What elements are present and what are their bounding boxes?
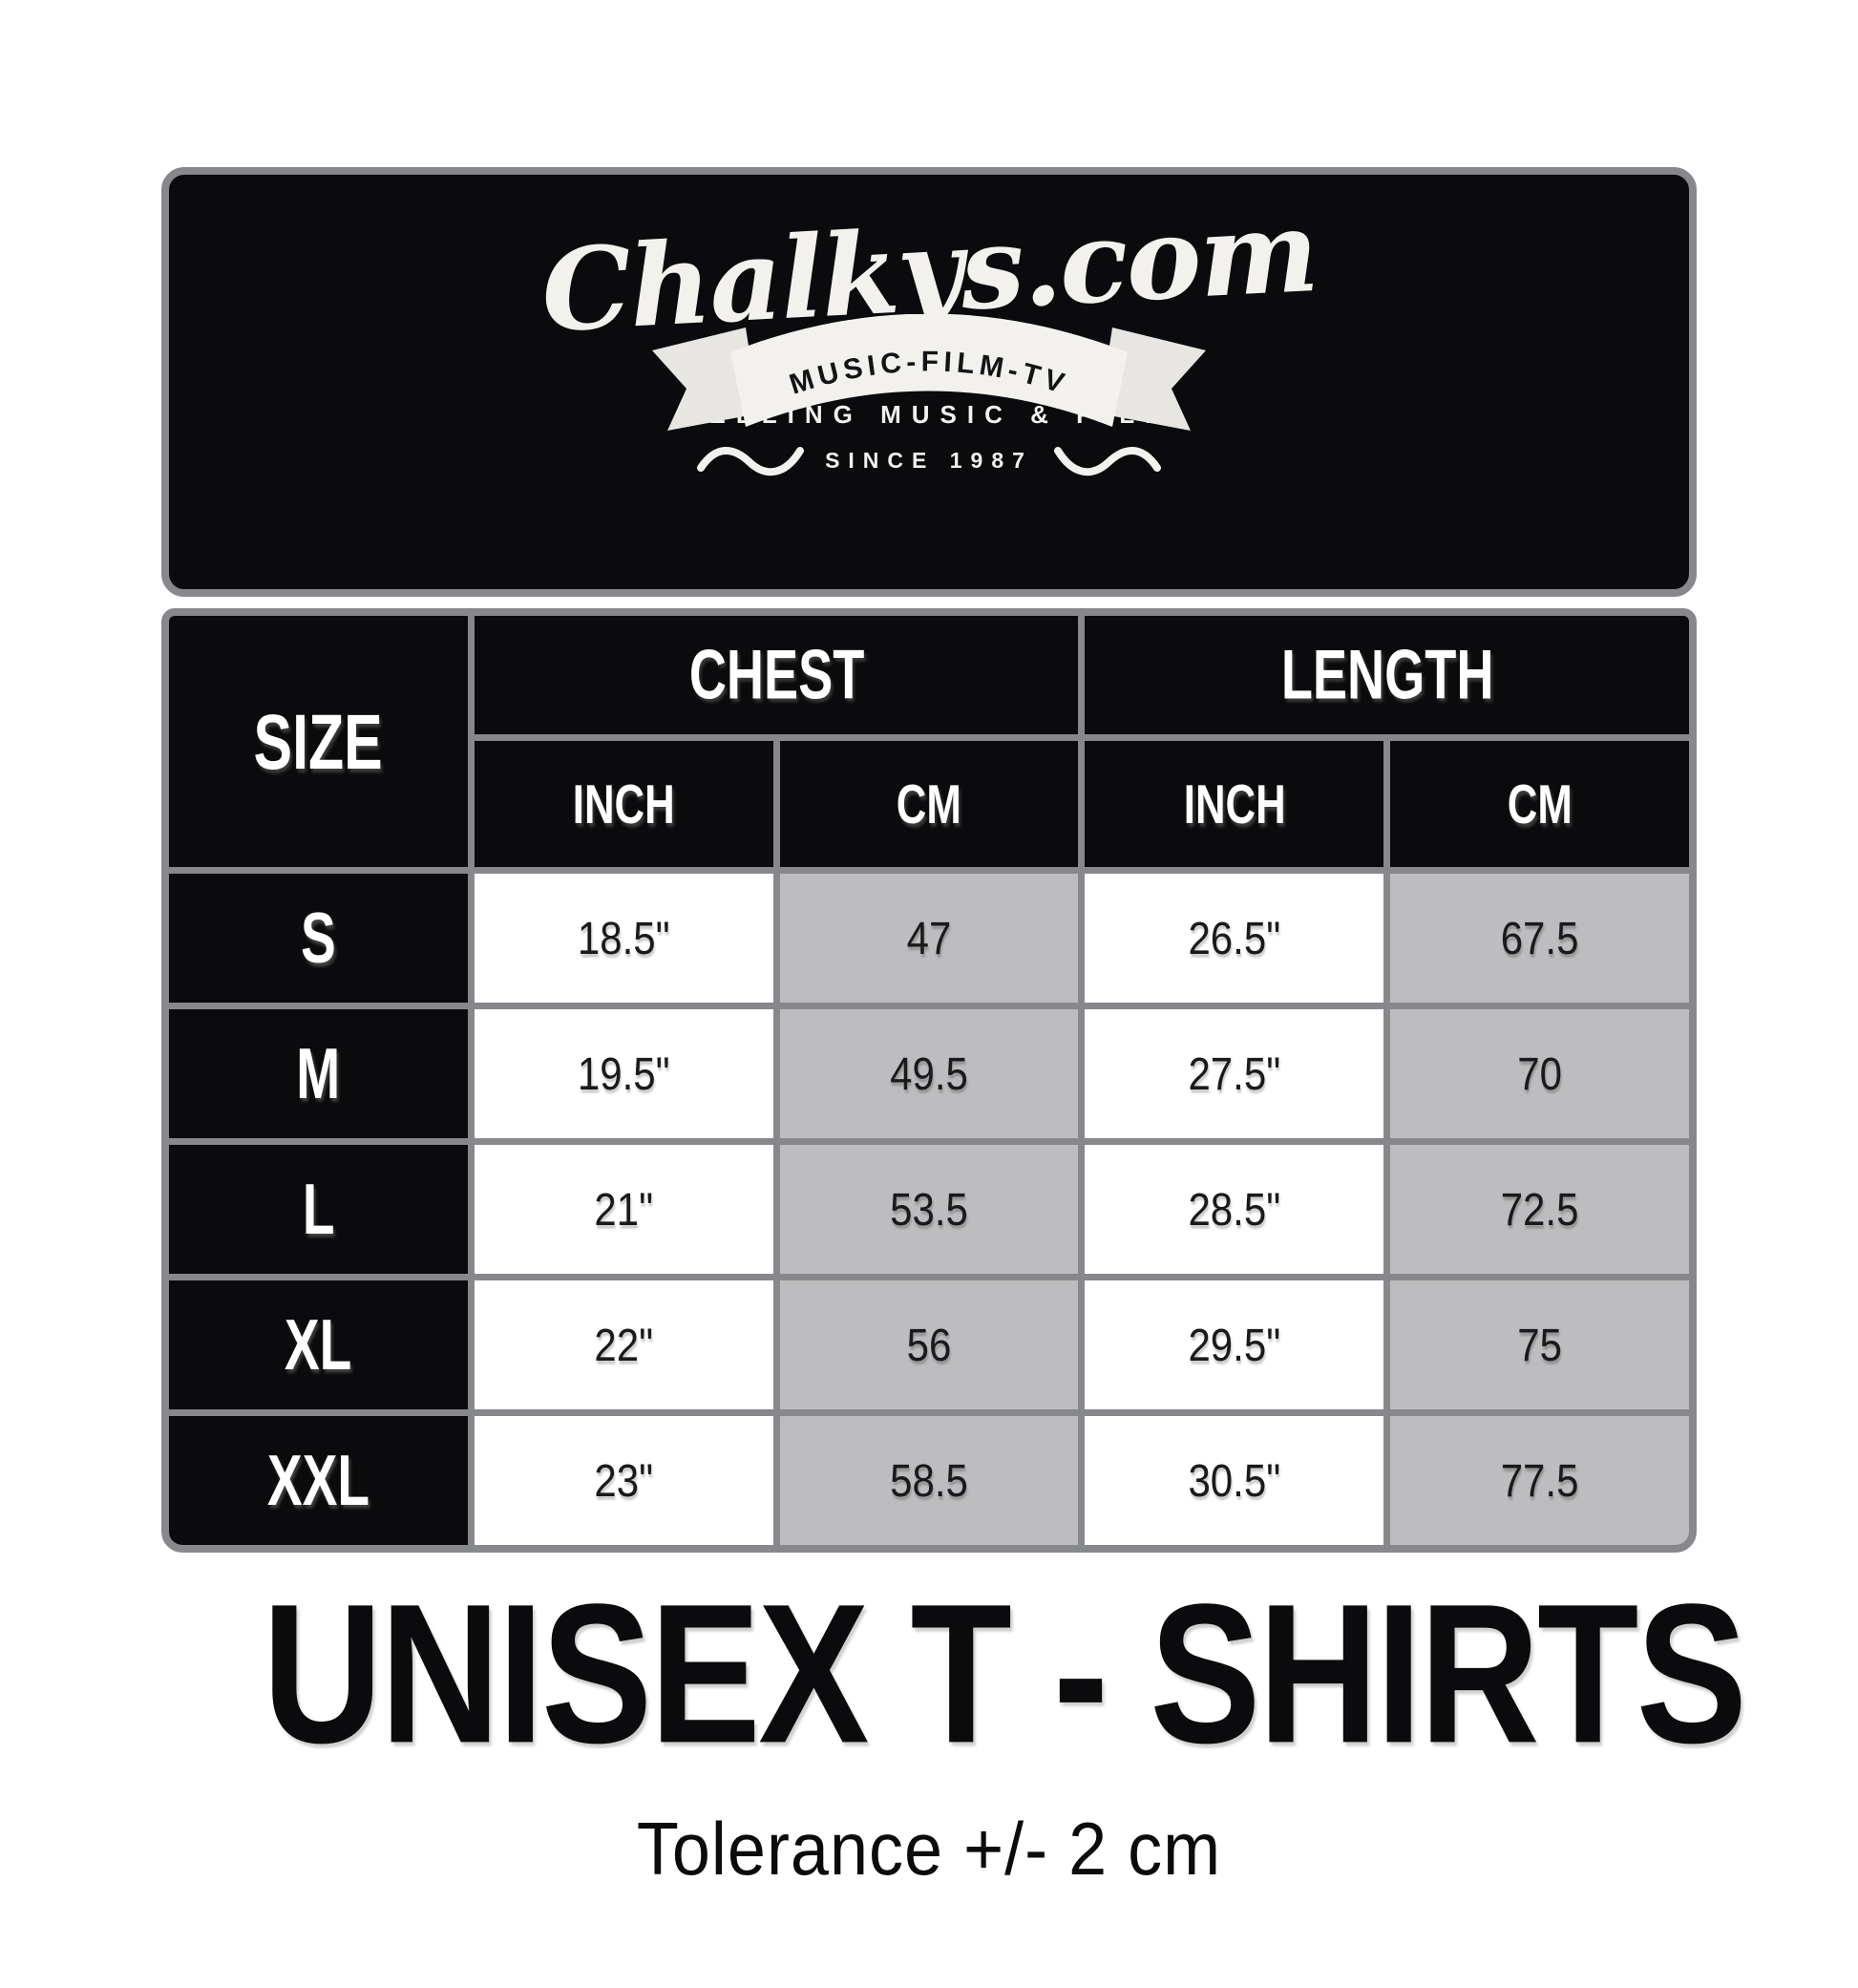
cell-length-inch-xxl: 30.5" (1085, 1416, 1384, 1545)
subheader-length-inch-cell: INCH (1085, 741, 1384, 867)
value-chest-inch-m: 19.5" (577, 1047, 670, 1099)
cell-size-xxl: XXL (169, 1416, 468, 1545)
since-row: SINCE 1987 (697, 441, 1161, 479)
subheader-chest-cm-cell: CM (779, 741, 1079, 867)
cell-chest-cm-xxl: 58.5 (779, 1416, 1079, 1545)
value-length-cm-m: 70 (1517, 1047, 1562, 1099)
since-label: SINCE 1987 (825, 447, 1033, 473)
subheader-chest-cm-label: CM (897, 772, 961, 835)
subheader-chest-inch-label: INCH (572, 772, 675, 835)
cell-chest-cm-l: 53.5 (779, 1145, 1079, 1274)
value-chest-cm-xl: 56 (906, 1318, 952, 1370)
content-column: Chalkys.com MUSIC-FILM-TV (161, 0, 1747, 1891)
cell-chest-cm-m: 49.5 (779, 1009, 1079, 1138)
cell-length-cm-m: 70 (1390, 1009, 1689, 1138)
subheader-chest-inch-cell: INCH (474, 741, 773, 867)
size-label-s: S (301, 898, 336, 979)
header-length-cell: LENGTH (1085, 616, 1689, 734)
cell-chest-inch-xxl: 23" (474, 1416, 773, 1545)
page-title-text: UNISEX T - SHIRTS (262, 1562, 1747, 1785)
value-chest-cm-m: 49.5 (890, 1047, 968, 1099)
value-chest-cm-xxl: 58.5 (890, 1453, 968, 1506)
cell-size-l: L (169, 1145, 468, 1274)
header-chest-cell: CHEST (474, 616, 1079, 734)
swirl-right-icon (1053, 447, 1161, 476)
cell-chest-inch-s: 18.5" (474, 874, 773, 1003)
cell-length-inch-xl: 29.5" (1085, 1280, 1384, 1409)
size-label-l: L (302, 1169, 335, 1250)
value-chest-cm-s: 47 (906, 911, 952, 963)
ribbon-banner: MUSIC-FILM-TV (585, 313, 1273, 433)
value-length-inch-m: 27.5" (1188, 1047, 1281, 1099)
size-chart-table: SIZE CHEST LENGTH INCH CM INCH CM (161, 608, 1697, 1553)
ribbon-graphic: MUSIC-FILM-TV (652, 313, 1206, 431)
value-length-inch-xxl: 30.5" (1188, 1453, 1281, 1506)
size-label-xxl: XXL (266, 1440, 369, 1521)
subheader-length-cm-cell: CM (1390, 741, 1689, 867)
value-length-inch-s: 26.5" (1188, 911, 1281, 963)
value-length-cm-xxl: 77.5 (1500, 1453, 1579, 1506)
header-chest-label: CHEST (688, 636, 864, 714)
size-label-xl: XL (285, 1304, 352, 1385)
ribbon-band (730, 313, 1128, 427)
value-chest-inch-l: 21" (594, 1182, 654, 1235)
cell-chest-inch-m: 19.5" (474, 1009, 773, 1138)
value-chest-inch-xl: 22" (594, 1318, 654, 1370)
brand-header-panel: Chalkys.com MUSIC-FILM-TV (161, 167, 1697, 597)
cell-chest-inch-l: 21" (474, 1145, 773, 1274)
cell-size-m: M (169, 1009, 468, 1138)
cell-length-cm-xl: 75 (1390, 1280, 1689, 1409)
value-length-cm-l: 72.5 (1500, 1182, 1579, 1235)
value-chest-inch-xxl: 23" (594, 1453, 654, 1506)
cell-size-s: S (169, 874, 468, 1003)
header-size-cell: SIZE (169, 616, 468, 867)
cell-length-cm-l: 72.5 (1390, 1145, 1689, 1274)
cell-chest-inch-xl: 22" (474, 1280, 773, 1409)
swirl-left-icon (697, 447, 805, 476)
subheader-length-cm-label: CM (1507, 772, 1573, 835)
header-size-label: SIZE (253, 697, 383, 786)
value-chest-inch-s: 18.5" (577, 911, 670, 963)
value-length-inch-xl: 29.5" (1188, 1318, 1281, 1370)
subheader-length-inch-label: INCH (1183, 772, 1286, 835)
cell-length-inch-l: 28.5" (1085, 1145, 1384, 1274)
cell-size-xl: XL (169, 1280, 468, 1409)
page-title: UNISEX T - SHIRTS (161, 1575, 1747, 1773)
cell-chest-cm-xl: 56 (779, 1280, 1079, 1409)
value-chest-cm-l: 53.5 (890, 1182, 968, 1235)
cell-length-inch-s: 26.5" (1085, 874, 1384, 1003)
value-length-cm-s: 67.5 (1500, 911, 1579, 963)
value-length-inch-l: 28.5" (1188, 1182, 1281, 1235)
value-length-cm-xl: 75 (1517, 1318, 1562, 1370)
header-length-label: LENGTH (1280, 636, 1493, 714)
cell-length-cm-xxl: 77.5 (1390, 1416, 1689, 1545)
size-label-m: M (296, 1033, 341, 1114)
cell-chest-cm-s: 47 (779, 874, 1079, 1003)
cell-length-cm-s: 67.5 (1390, 874, 1689, 1003)
tolerance-note: Tolerance +/- 2 cm (636, 1808, 1222, 1892)
cell-length-inch-m: 27.5" (1085, 1009, 1384, 1138)
